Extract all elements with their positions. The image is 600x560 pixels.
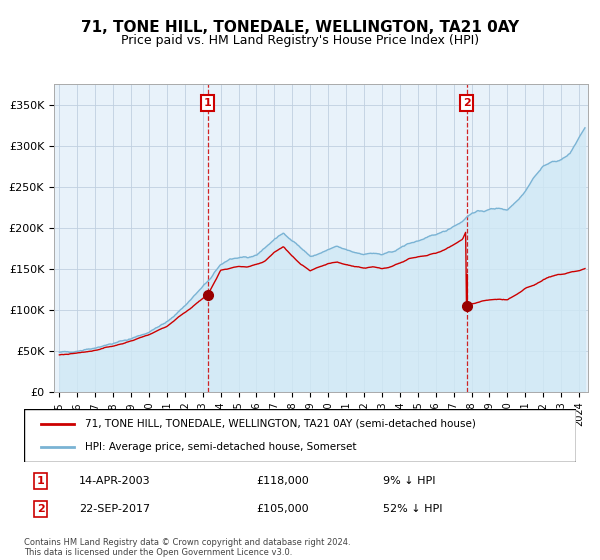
Text: HPI: Average price, semi-detached house, Somerset: HPI: Average price, semi-detached house,… (85, 442, 356, 452)
Text: £118,000: £118,000 (256, 476, 308, 486)
Text: 14-APR-2003: 14-APR-2003 (79, 476, 151, 486)
Text: 1: 1 (204, 98, 212, 108)
Text: 71, TONE HILL, TONEDALE, WELLINGTON, TA21 0AY (semi-detached house): 71, TONE HILL, TONEDALE, WELLINGTON, TA2… (85, 419, 476, 429)
Text: 9% ↓ HPI: 9% ↓ HPI (383, 476, 436, 486)
Text: 71, TONE HILL, TONEDALE, WELLINGTON, TA21 0AY: 71, TONE HILL, TONEDALE, WELLINGTON, TA2… (81, 20, 519, 35)
Text: 1: 1 (37, 476, 44, 486)
Text: Contains HM Land Registry data © Crown copyright and database right 2024.
This d: Contains HM Land Registry data © Crown c… (24, 538, 350, 557)
Text: 2: 2 (37, 504, 44, 514)
Text: £105,000: £105,000 (256, 504, 308, 514)
Text: Price paid vs. HM Land Registry's House Price Index (HPI): Price paid vs. HM Land Registry's House … (121, 34, 479, 46)
Text: 2: 2 (463, 98, 470, 108)
Text: 52% ↓ HPI: 52% ↓ HPI (383, 504, 442, 514)
Text: 22-SEP-2017: 22-SEP-2017 (79, 504, 151, 514)
